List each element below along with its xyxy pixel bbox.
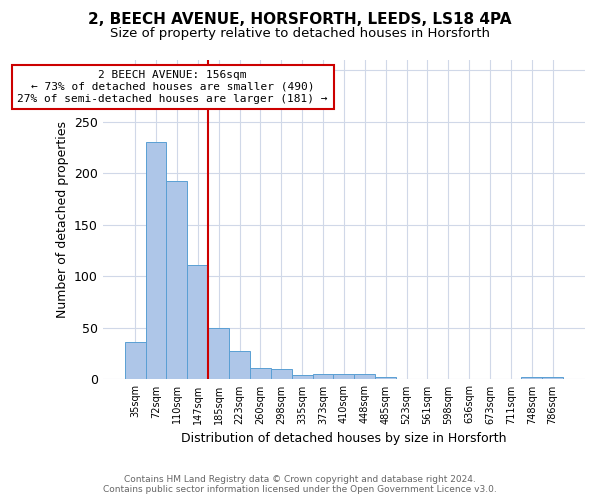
Bar bbox=[125, 342, 146, 380]
Bar bbox=[250, 368, 271, 380]
Bar bbox=[313, 374, 334, 380]
X-axis label: Distribution of detached houses by size in Horsforth: Distribution of detached houses by size … bbox=[181, 432, 506, 445]
Bar bbox=[229, 350, 250, 380]
Text: Size of property relative to detached houses in Horsforth: Size of property relative to detached ho… bbox=[110, 28, 490, 40]
Bar bbox=[166, 180, 187, 380]
Y-axis label: Number of detached properties: Number of detached properties bbox=[56, 121, 68, 318]
Bar bbox=[292, 376, 313, 380]
Text: 2, BEECH AVENUE, HORSFORTH, LEEDS, LS18 4PA: 2, BEECH AVENUE, HORSFORTH, LEEDS, LS18 … bbox=[88, 12, 512, 28]
Bar bbox=[271, 369, 292, 380]
Bar bbox=[355, 374, 375, 380]
Bar bbox=[542, 378, 563, 380]
Bar bbox=[208, 328, 229, 380]
Bar bbox=[521, 378, 542, 380]
Bar bbox=[187, 265, 208, 380]
Bar bbox=[375, 378, 396, 380]
Bar bbox=[146, 142, 166, 380]
Text: 2 BEECH AVENUE: 156sqm
← 73% of detached houses are smaller (490)
27% of semi-de: 2 BEECH AVENUE: 156sqm ← 73% of detached… bbox=[17, 70, 328, 104]
Text: Contains HM Land Registry data © Crown copyright and database right 2024.
Contai: Contains HM Land Registry data © Crown c… bbox=[103, 474, 497, 494]
Bar bbox=[334, 374, 355, 380]
